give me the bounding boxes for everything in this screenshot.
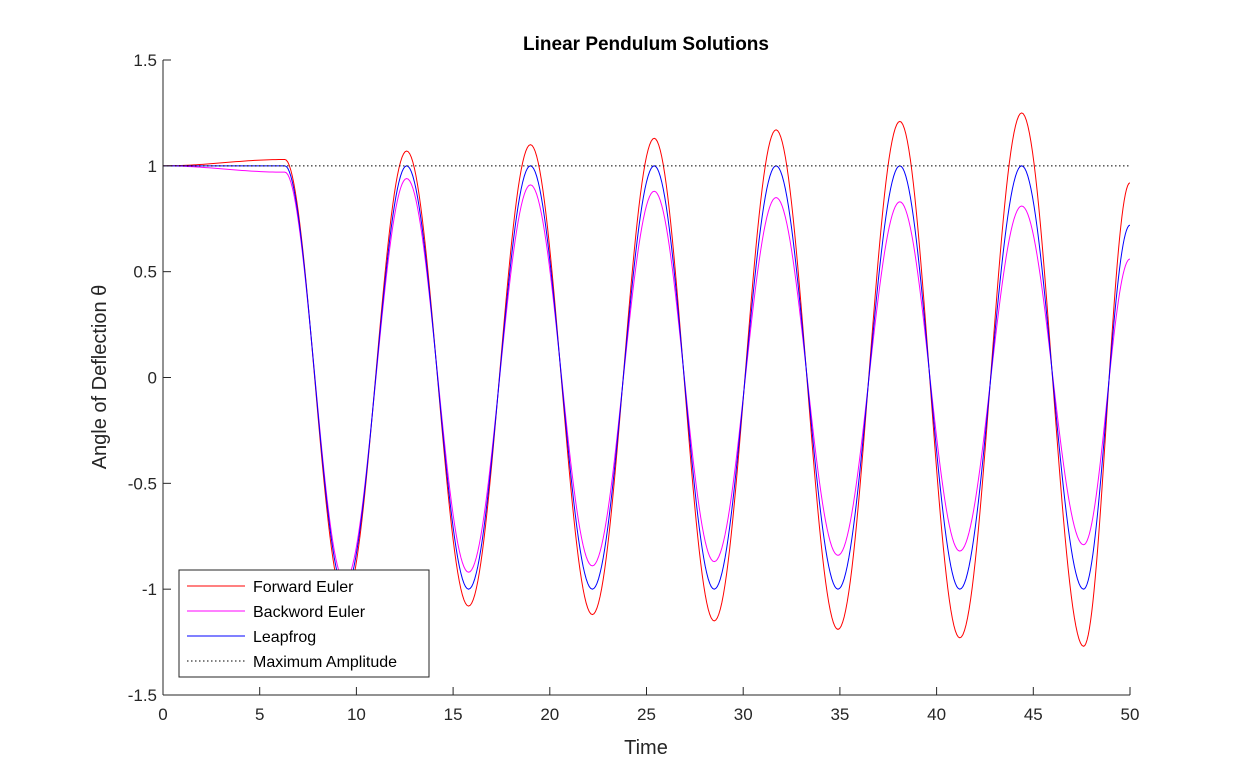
x-tick-label: 5 <box>255 705 264 724</box>
plot-area <box>162 60 1130 696</box>
x-axis: 0 5 10 15 20 25 30 35 40 45 50 <box>158 687 1139 724</box>
x-tick-label: 20 <box>540 705 559 724</box>
y-tick-label: 0 <box>148 369 157 388</box>
series-group <box>163 112 1130 647</box>
x-tick-label: 10 <box>347 705 366 724</box>
x-tick-label: 50 <box>1121 705 1140 724</box>
x-tick-label: 15 <box>444 705 463 724</box>
y-axis: -1.5 -1 -0.5 0 0.5 1 1.5 <box>128 51 171 705</box>
x-tick-label: 35 <box>830 705 849 724</box>
x-tick-label: 0 <box>158 705 167 724</box>
legend-label-forward-euler: Forward Euler <box>253 579 354 596</box>
y-tick-label: 1 <box>148 157 157 176</box>
y-tick-label: 0.5 <box>133 263 157 282</box>
x-tick-label: 40 <box>927 705 946 724</box>
y-tick-label: -0.5 <box>128 474 157 493</box>
x-axis-label: Time <box>624 737 668 759</box>
x-tick-label: 25 <box>637 705 656 724</box>
y-tick-label: -1.5 <box>128 686 157 705</box>
y-tick-label: 1.5 <box>133 51 157 70</box>
y-tick-label: -1 <box>142 580 157 599</box>
x-tick-label: 30 <box>734 705 753 724</box>
legend: Forward Euler Backword Euler Leapfrog Maxim… <box>178 569 430 678</box>
legend-box <box>178 569 430 678</box>
legend-label-backword-euler: Backword Euler <box>253 604 366 621</box>
series-line-leapfrog <box>163 165 1130 590</box>
legend-label-leapfrog: Leapfrog <box>253 629 316 646</box>
y-axis-label: Angle of Deflection θ <box>89 285 111 470</box>
legend-label-maximum-amplitude: Maximum Amplitude <box>253 654 397 671</box>
chart-title: Linear Pendulum Solutions <box>523 34 769 55</box>
x-tick-label: 45 <box>1024 705 1043 724</box>
